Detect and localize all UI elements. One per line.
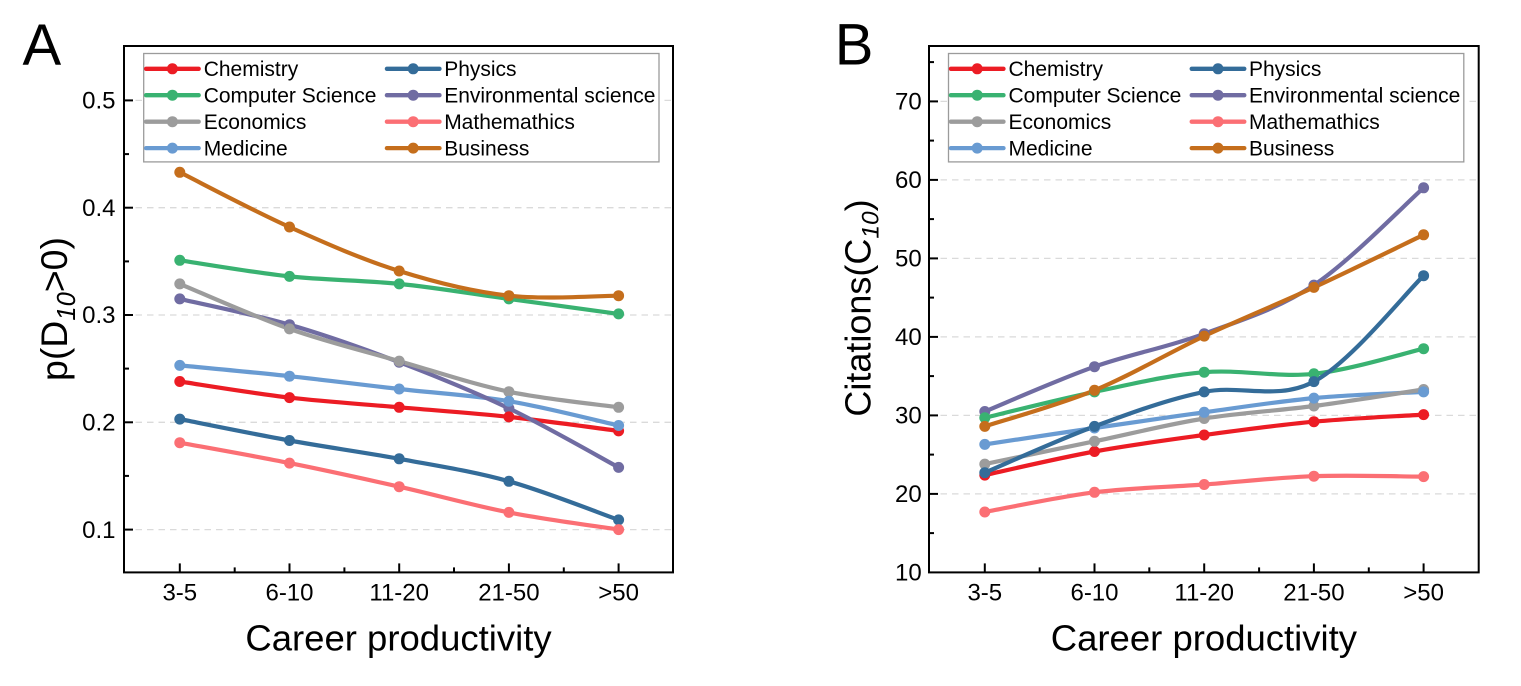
svg-text:40: 40 [895, 324, 922, 351]
svg-text:30: 30 [895, 403, 922, 430]
svg-text:21-50: 21-50 [1283, 580, 1344, 607]
svg-text:Physics: Physics [1249, 58, 1321, 81]
svg-text:Economics: Economics [204, 111, 307, 134]
svg-text:70: 70 [895, 89, 922, 116]
svg-text:0.4: 0.4 [82, 195, 115, 222]
svg-text:0.5: 0.5 [82, 88, 115, 115]
svg-text:60: 60 [895, 167, 922, 194]
svg-text:11-20: 11-20 [369, 580, 429, 607]
svg-text:Environmental science: Environmental science [1249, 85, 1460, 108]
svg-text:Mathemathics: Mathemathics [444, 111, 575, 134]
svg-text:Career productivity: Career productivity [1051, 617, 1358, 658]
svg-text:10: 10 [895, 560, 922, 587]
svg-text:Career productivity: Career productivity [245, 617, 552, 658]
svg-text:Mathemathics: Mathemathics [1249, 111, 1380, 134]
svg-text:Environmental science: Environmental science [444, 85, 655, 108]
svg-text:21-50: 21-50 [478, 580, 539, 607]
svg-text:B: B [835, 12, 874, 77]
svg-text:Computer Science: Computer Science [1009, 85, 1182, 108]
svg-text:Medicine: Medicine [204, 138, 288, 161]
svg-text:3-5: 3-5 [967, 580, 1002, 607]
svg-text:11-20: 11-20 [1174, 580, 1234, 607]
svg-text:Physics: Physics [444, 58, 516, 81]
svg-text:Chemistry: Chemistry [204, 58, 299, 81]
svg-text:0.2: 0.2 [82, 410, 115, 437]
svg-text:3-5: 3-5 [162, 580, 197, 607]
svg-text:50: 50 [895, 246, 922, 273]
svg-text:Chemistry: Chemistry [1009, 58, 1104, 81]
svg-text:Medicine: Medicine [1009, 138, 1093, 161]
svg-text:20: 20 [895, 481, 922, 508]
svg-text:0.3: 0.3 [82, 302, 115, 329]
svg-text:Business: Business [1249, 138, 1334, 161]
svg-text:Business: Business [444, 138, 529, 161]
svg-text:Economics: Economics [1009, 111, 1112, 134]
svg-text:Computer Science: Computer Science [204, 85, 377, 108]
svg-text:0.1: 0.1 [82, 517, 115, 544]
svg-text:>50: >50 [598, 580, 639, 607]
svg-text:6-10: 6-10 [1070, 580, 1118, 607]
svg-text:A: A [23, 13, 62, 78]
svg-text:6-10: 6-10 [265, 580, 313, 607]
svg-text:>50: >50 [1403, 580, 1444, 607]
